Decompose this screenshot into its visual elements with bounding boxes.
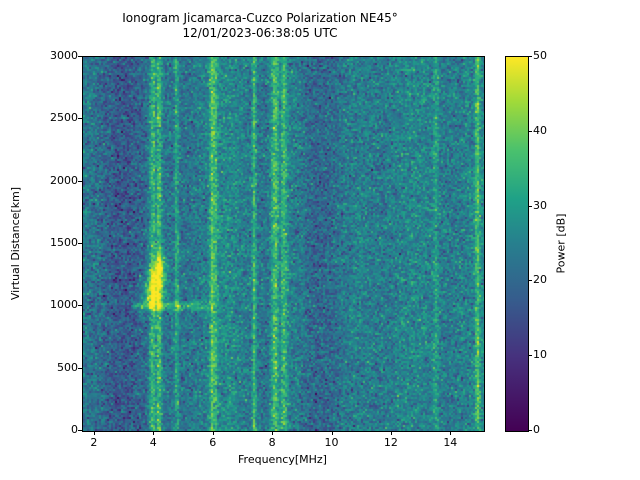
y-tick-label-1000: 1000	[50, 298, 78, 312]
y-tick-3000	[78, 56, 82, 57]
y-tick-label-1500: 1500	[50, 236, 78, 249]
x-tick-6	[212, 431, 214, 435]
colorbar-tick-label-50: 50	[533, 49, 547, 62]
x-tick-4	[153, 431, 155, 435]
colorbar-tick-0	[528, 430, 532, 431]
figure-title-line2: 12/01/2023-06:38:05 UTC	[182, 26, 338, 40]
y-tick-0	[78, 430, 82, 431]
colorbar-tick-40	[528, 130, 532, 132]
ionogram-heatmap-canvas	[83, 57, 484, 431]
colorbar-tick-label-10: 10	[533, 348, 547, 362]
y-tick-500	[78, 367, 82, 369]
y-axis-label-text: Virtual Distance[km]	[9, 186, 23, 300]
x-tick-label-2: 2	[90, 436, 98, 449]
x-tick-10	[331, 431, 333, 435]
colorbar-tick-label-0: 0	[533, 423, 540, 436]
colorbar-tick-label-20: 20	[533, 273, 547, 287]
x-tick-label-4: 4	[149, 436, 157, 449]
x-tick-label-14: 14	[443, 436, 458, 449]
y-tick-label-0: 0	[71, 423, 78, 436]
y-tick-label-3000: 3000	[50, 49, 78, 62]
x-tick-label-12: 12	[383, 436, 398, 449]
x-tick-14	[450, 431, 452, 435]
x-tick-label-10: 10	[324, 436, 339, 449]
colorbar-tick-10	[528, 355, 532, 357]
y-tick-2500	[78, 118, 82, 120]
y-tick-2000	[78, 180, 82, 182]
colorbar-label-text: Power [dB]	[554, 213, 568, 273]
x-tick-label-6: 6	[209, 436, 217, 449]
y-tick-label-2500: 2500	[50, 111, 78, 125]
x-tick-2	[93, 431, 95, 435]
y-tick-label-2000: 2000	[50, 173, 78, 187]
y-tick-label-500: 500	[57, 360, 78, 374]
colorbar-tick-30	[528, 205, 532, 207]
colorbar-tick-20	[528, 280, 532, 282]
figure-title: Ionogram Jicamarca-Cuzco Polarization NE…	[0, 11, 520, 41]
ionogram-plot-area	[82, 56, 485, 432]
x-tick-12	[390, 431, 392, 435]
x-tick-8	[272, 431, 274, 435]
colorbar	[505, 56, 529, 432]
y-tick-1500	[78, 243, 82, 244]
y-tick-1000	[78, 305, 82, 307]
x-axis-label: Frequency[MHz]	[238, 453, 327, 466]
x-tick-label-8: 8	[268, 436, 276, 449]
colorbar-tick-label-30: 30	[533, 198, 547, 212]
colorbar-tick-label-40: 40	[533, 123, 547, 137]
colorbar-tick-50	[528, 56, 532, 57]
y-axis-label: Virtual Distance[km]	[8, 56, 24, 430]
colorbar-label: Power [dB]	[553, 56, 569, 430]
figure-title-line1: Ionogram Jicamarca-Cuzco Polarization NE…	[122, 11, 398, 25]
